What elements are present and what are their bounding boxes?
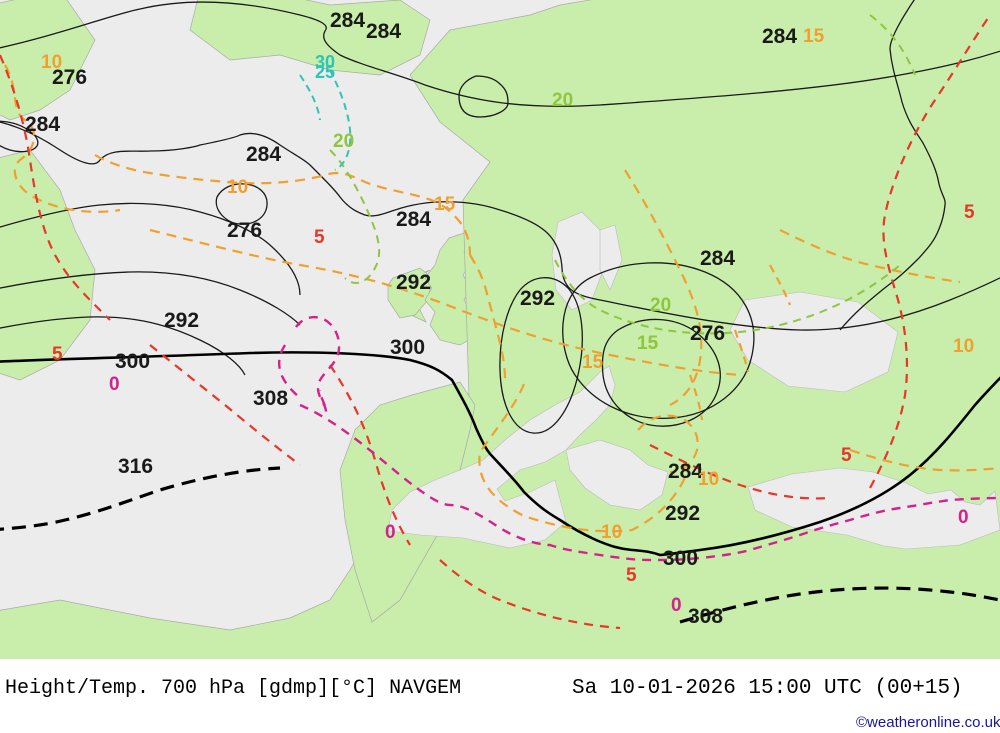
svg-text:276: 276 [690, 322, 725, 345]
svg-text:308: 308 [253, 387, 288, 410]
svg-text:292: 292 [665, 502, 700, 525]
svg-text:0: 0 [109, 374, 120, 395]
svg-text:276: 276 [227, 219, 262, 242]
svg-text:15: 15 [434, 194, 456, 215]
svg-text:284: 284 [366, 20, 401, 43]
svg-text:284: 284 [700, 247, 735, 270]
svg-text:284: 284 [330, 9, 365, 32]
svg-text:5: 5 [314, 227, 325, 248]
svg-text:300: 300 [663, 547, 698, 570]
svg-text:15: 15 [803, 26, 825, 47]
svg-text:10: 10 [953, 336, 974, 357]
svg-text:5: 5 [964, 202, 975, 223]
svg-text:5: 5 [52, 344, 63, 365]
svg-text:10: 10 [227, 177, 248, 198]
svg-text:300: 300 [390, 336, 425, 359]
svg-text:284: 284 [25, 113, 60, 136]
svg-text:20: 20 [650, 295, 671, 316]
svg-text:292: 292 [164, 309, 199, 332]
svg-text:316: 316 [118, 455, 153, 478]
svg-text:0: 0 [671, 595, 682, 616]
svg-text:284: 284 [246, 143, 281, 166]
svg-text:5: 5 [626, 565, 637, 586]
svg-text:Sa 10-01-2026 15:00 UTC (00+15: Sa 10-01-2026 15:00 UTC (00+15) [572, 677, 963, 700]
svg-text:10: 10 [698, 469, 719, 490]
svg-text:308: 308 [688, 605, 723, 628]
svg-text:5: 5 [841, 445, 852, 466]
svg-text:284: 284 [396, 208, 431, 231]
svg-text:15: 15 [637, 333, 659, 354]
svg-text:Height/Temp. 700 hPa [gdmp][°C: Height/Temp. 700 hPa [gdmp][°C] NAVGEM [5, 677, 461, 700]
svg-text:25: 25 [315, 62, 335, 82]
svg-text:20: 20 [552, 90, 573, 111]
svg-text:10: 10 [41, 52, 62, 73]
svg-text:0: 0 [958, 507, 969, 528]
svg-text:284: 284 [762, 25, 797, 48]
svg-text:©weatheronline.co.uk: ©weatheronline.co.uk [856, 714, 1000, 731]
svg-text:15: 15 [582, 352, 604, 373]
svg-text:0: 0 [385, 522, 396, 543]
svg-text:300: 300 [115, 350, 150, 373]
svg-text:292: 292 [520, 287, 555, 310]
svg-text:20: 20 [333, 131, 354, 152]
svg-text:10: 10 [601, 522, 622, 543]
svg-text:292: 292 [396, 271, 431, 294]
